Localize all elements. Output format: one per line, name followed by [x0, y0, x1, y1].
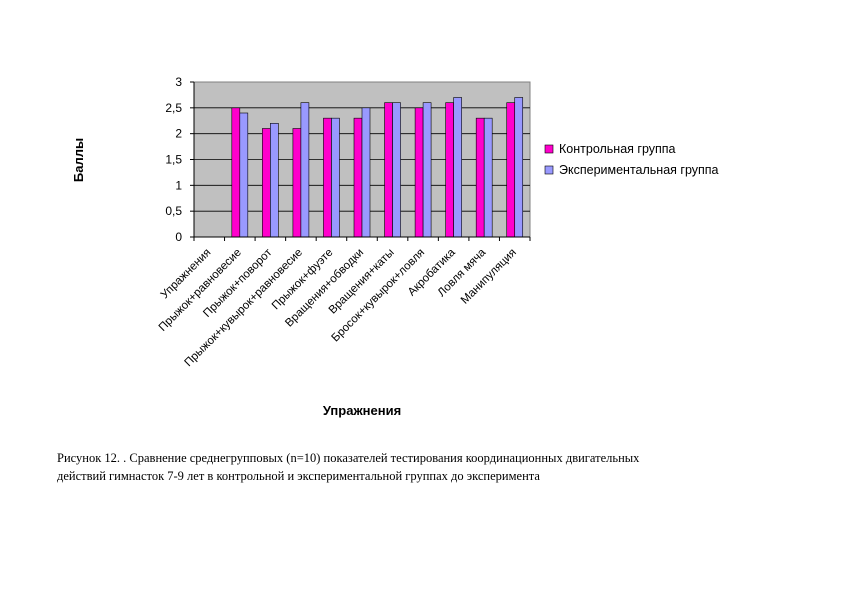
caption-line-2: действий гимнасток 7-9 лет в контрольной…: [57, 469, 540, 483]
figure-caption: Рисунок 12. . Сравнение среднегрупповых …: [57, 449, 757, 485]
bar-experimental: [483, 117, 493, 238]
legend-label-experimental: Экспериментальная группа: [559, 163, 719, 177]
bar-control: [323, 117, 332, 238]
bar-control: [231, 107, 241, 238]
x-tick-label: Манипуляция: [459, 247, 519, 307]
bar-experimental: [300, 102, 310, 238]
legend-label-control: Контрольная группа: [559, 142, 676, 156]
y-tick-label: 1: [175, 178, 182, 192]
y-tick-label: 3: [175, 75, 182, 89]
bar-control: [292, 128, 302, 238]
bar-experimental: [331, 117, 340, 238]
y-tick-labels: 0 0,5 1 1,5 2 2,5 3: [165, 75, 182, 244]
bar-control: [506, 102, 516, 238]
bar-experimental: [239, 112, 249, 238]
bar-control: [262, 128, 271, 238]
y-tick-label: 0: [175, 230, 182, 244]
bar-chart: 0 0,5 1 1,5 2 2,5 3 УпражненияПрыжок+равновеси…: [71, 75, 719, 418]
bar-control: [353, 117, 363, 238]
bar-control: [384, 102, 393, 238]
bar-experimental: [453, 97, 462, 238]
bar-experimental: [422, 102, 432, 238]
legend-swatch-control: [544, 144, 554, 154]
bar-experimental: [361, 107, 371, 238]
legend: Контрольная группа Экспериментальная гру…: [544, 142, 719, 177]
x-tick-labels: УпражненияПрыжок+равновесиеПрыжок+поворо…: [157, 246, 519, 369]
y-tick-label: 1,5: [165, 153, 182, 167]
bar-control: [475, 117, 485, 238]
caption-line-1: Рисунок 12. . Сравнение среднегрупповых …: [57, 451, 640, 465]
y-axis-title: Баллы: [71, 138, 86, 182]
bar-experimental: [392, 102, 401, 238]
bar-control: [445, 102, 454, 238]
bar-control: [414, 107, 424, 238]
x-axis-title: Упражнения: [323, 403, 401, 418]
legend-swatch-experimental: [544, 165, 554, 175]
y-tick-label: 2: [175, 127, 182, 141]
y-tick-label: 2,5: [165, 101, 182, 115]
bar-experimental: [514, 97, 524, 238]
axes: [190, 81, 531, 241]
y-tick-label: 0,5: [165, 204, 182, 218]
bar-experimental: [270, 123, 279, 238]
